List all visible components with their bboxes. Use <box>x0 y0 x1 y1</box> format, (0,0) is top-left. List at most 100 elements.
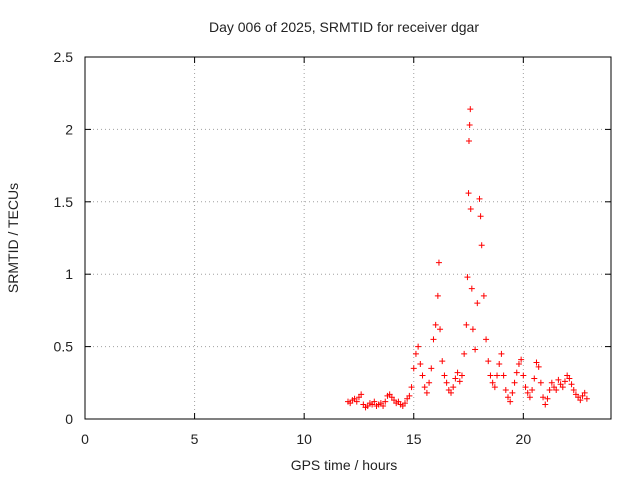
data-point <box>412 350 419 357</box>
data-point <box>353 398 360 405</box>
data-point <box>380 402 387 409</box>
data-point <box>581 389 588 396</box>
data-point <box>465 190 472 197</box>
data-point <box>524 389 531 396</box>
data-point <box>448 389 455 396</box>
data-point <box>477 213 484 220</box>
data-point <box>540 394 547 401</box>
data-point <box>469 326 476 333</box>
data-points <box>345 106 590 411</box>
data-point <box>441 372 448 379</box>
data-point <box>478 242 485 249</box>
y-tick-label: 0 <box>65 411 73 427</box>
data-point <box>419 372 426 379</box>
data-point <box>428 365 435 372</box>
data-point <box>487 372 494 379</box>
data-point <box>423 389 430 396</box>
data-point <box>432 321 439 328</box>
data-point <box>382 398 389 405</box>
data-point <box>467 206 474 213</box>
data-point <box>437 326 444 333</box>
data-point <box>468 285 475 292</box>
data-point <box>463 321 470 328</box>
data-point <box>485 358 492 365</box>
data-point <box>553 387 560 394</box>
data-point <box>358 391 365 398</box>
data-point <box>559 384 566 391</box>
x-tick-label: 10 <box>296 431 312 447</box>
axis-ticks: 0 5 10 15 20 0 0.5 1 1.5 2 2.5 <box>54 49 611 447</box>
data-point <box>401 400 408 407</box>
chart-title: Day 006 of 2025, SRMTID for receiver dga… <box>209 19 479 35</box>
data-point <box>544 395 551 402</box>
data-point <box>454 369 461 376</box>
data-point <box>577 397 584 404</box>
x-tick-label: 5 <box>191 431 199 447</box>
data-point <box>480 292 487 299</box>
data-point <box>507 398 514 405</box>
data-point <box>542 401 549 408</box>
data-point <box>483 336 490 343</box>
data-point <box>456 378 463 385</box>
data-point <box>546 387 553 394</box>
data-point <box>509 389 516 396</box>
data-point <box>513 369 520 376</box>
data-point <box>466 122 473 129</box>
data-point <box>476 195 483 202</box>
data-point <box>467 106 474 113</box>
data-point <box>583 395 590 402</box>
data-point <box>450 384 457 391</box>
data-point <box>443 379 450 386</box>
x-tick-label: 15 <box>406 431 422 447</box>
data-point <box>561 378 568 385</box>
data-point <box>472 346 479 353</box>
data-point <box>452 375 459 382</box>
data-point <box>371 398 378 405</box>
data-point <box>511 379 518 386</box>
data-point <box>522 384 529 391</box>
y-tick-label: 0.5 <box>54 339 74 355</box>
y-tick-label: 2 <box>65 121 73 137</box>
data-point <box>421 384 428 391</box>
data-point <box>533 359 540 366</box>
data-point <box>430 336 437 343</box>
data-point <box>570 387 577 394</box>
y-tick-label: 2.5 <box>54 49 74 65</box>
data-point <box>566 375 573 382</box>
data-point <box>526 394 533 401</box>
x-axis-label: GPS time / hours <box>291 457 398 473</box>
y-tick-label: 1.5 <box>54 194 74 210</box>
data-point <box>515 360 522 367</box>
y-tick-label: 1 <box>65 266 73 282</box>
data-point <box>531 375 538 382</box>
data-point <box>491 384 498 391</box>
data-point <box>496 360 503 367</box>
data-point <box>458 372 465 379</box>
data-point <box>406 392 413 399</box>
x-tick-label: 0 <box>81 431 89 447</box>
data-point <box>408 384 415 391</box>
data-point <box>568 381 575 388</box>
x-tick-label: 20 <box>516 431 532 447</box>
data-point <box>535 363 542 370</box>
grid-lines <box>85 57 611 419</box>
data-point <box>537 379 544 386</box>
data-point <box>500 372 507 379</box>
data-point <box>529 387 536 394</box>
data-point <box>489 379 496 386</box>
y-axis-label: SRMTID / TECUs <box>5 183 21 293</box>
data-point <box>520 372 527 379</box>
data-point <box>461 350 468 357</box>
data-point <box>504 394 511 401</box>
data-point <box>518 356 525 363</box>
data-point <box>434 292 441 299</box>
data-point <box>435 259 442 266</box>
data-point <box>439 358 446 365</box>
data-point <box>474 300 481 307</box>
data-point <box>426 379 433 386</box>
data-point <box>415 343 422 350</box>
data-point <box>417 360 424 367</box>
data-point <box>502 387 509 394</box>
plot-frame <box>84 56 612 420</box>
